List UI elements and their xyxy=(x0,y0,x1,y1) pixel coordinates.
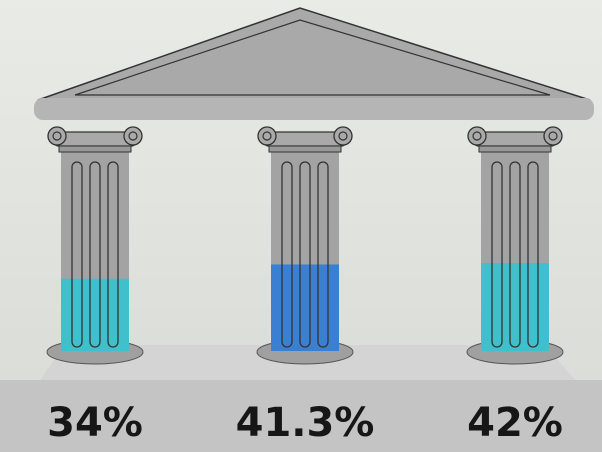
capital-neck xyxy=(59,146,131,152)
volute xyxy=(544,127,562,145)
entablature xyxy=(34,98,594,120)
value-label: 41.3% xyxy=(236,400,375,446)
value-label: 42% xyxy=(467,400,563,446)
chart: 34% 41.3% 42% xyxy=(0,0,602,452)
bar xyxy=(481,263,549,351)
volute xyxy=(334,127,352,145)
bar xyxy=(61,279,129,351)
bar xyxy=(271,264,339,351)
volute xyxy=(124,127,142,145)
volute xyxy=(258,127,276,145)
volute xyxy=(468,127,486,145)
capital-neck xyxy=(479,146,551,152)
volute xyxy=(48,127,66,145)
capital-neck xyxy=(269,146,341,152)
value-label: 34% xyxy=(47,400,143,446)
